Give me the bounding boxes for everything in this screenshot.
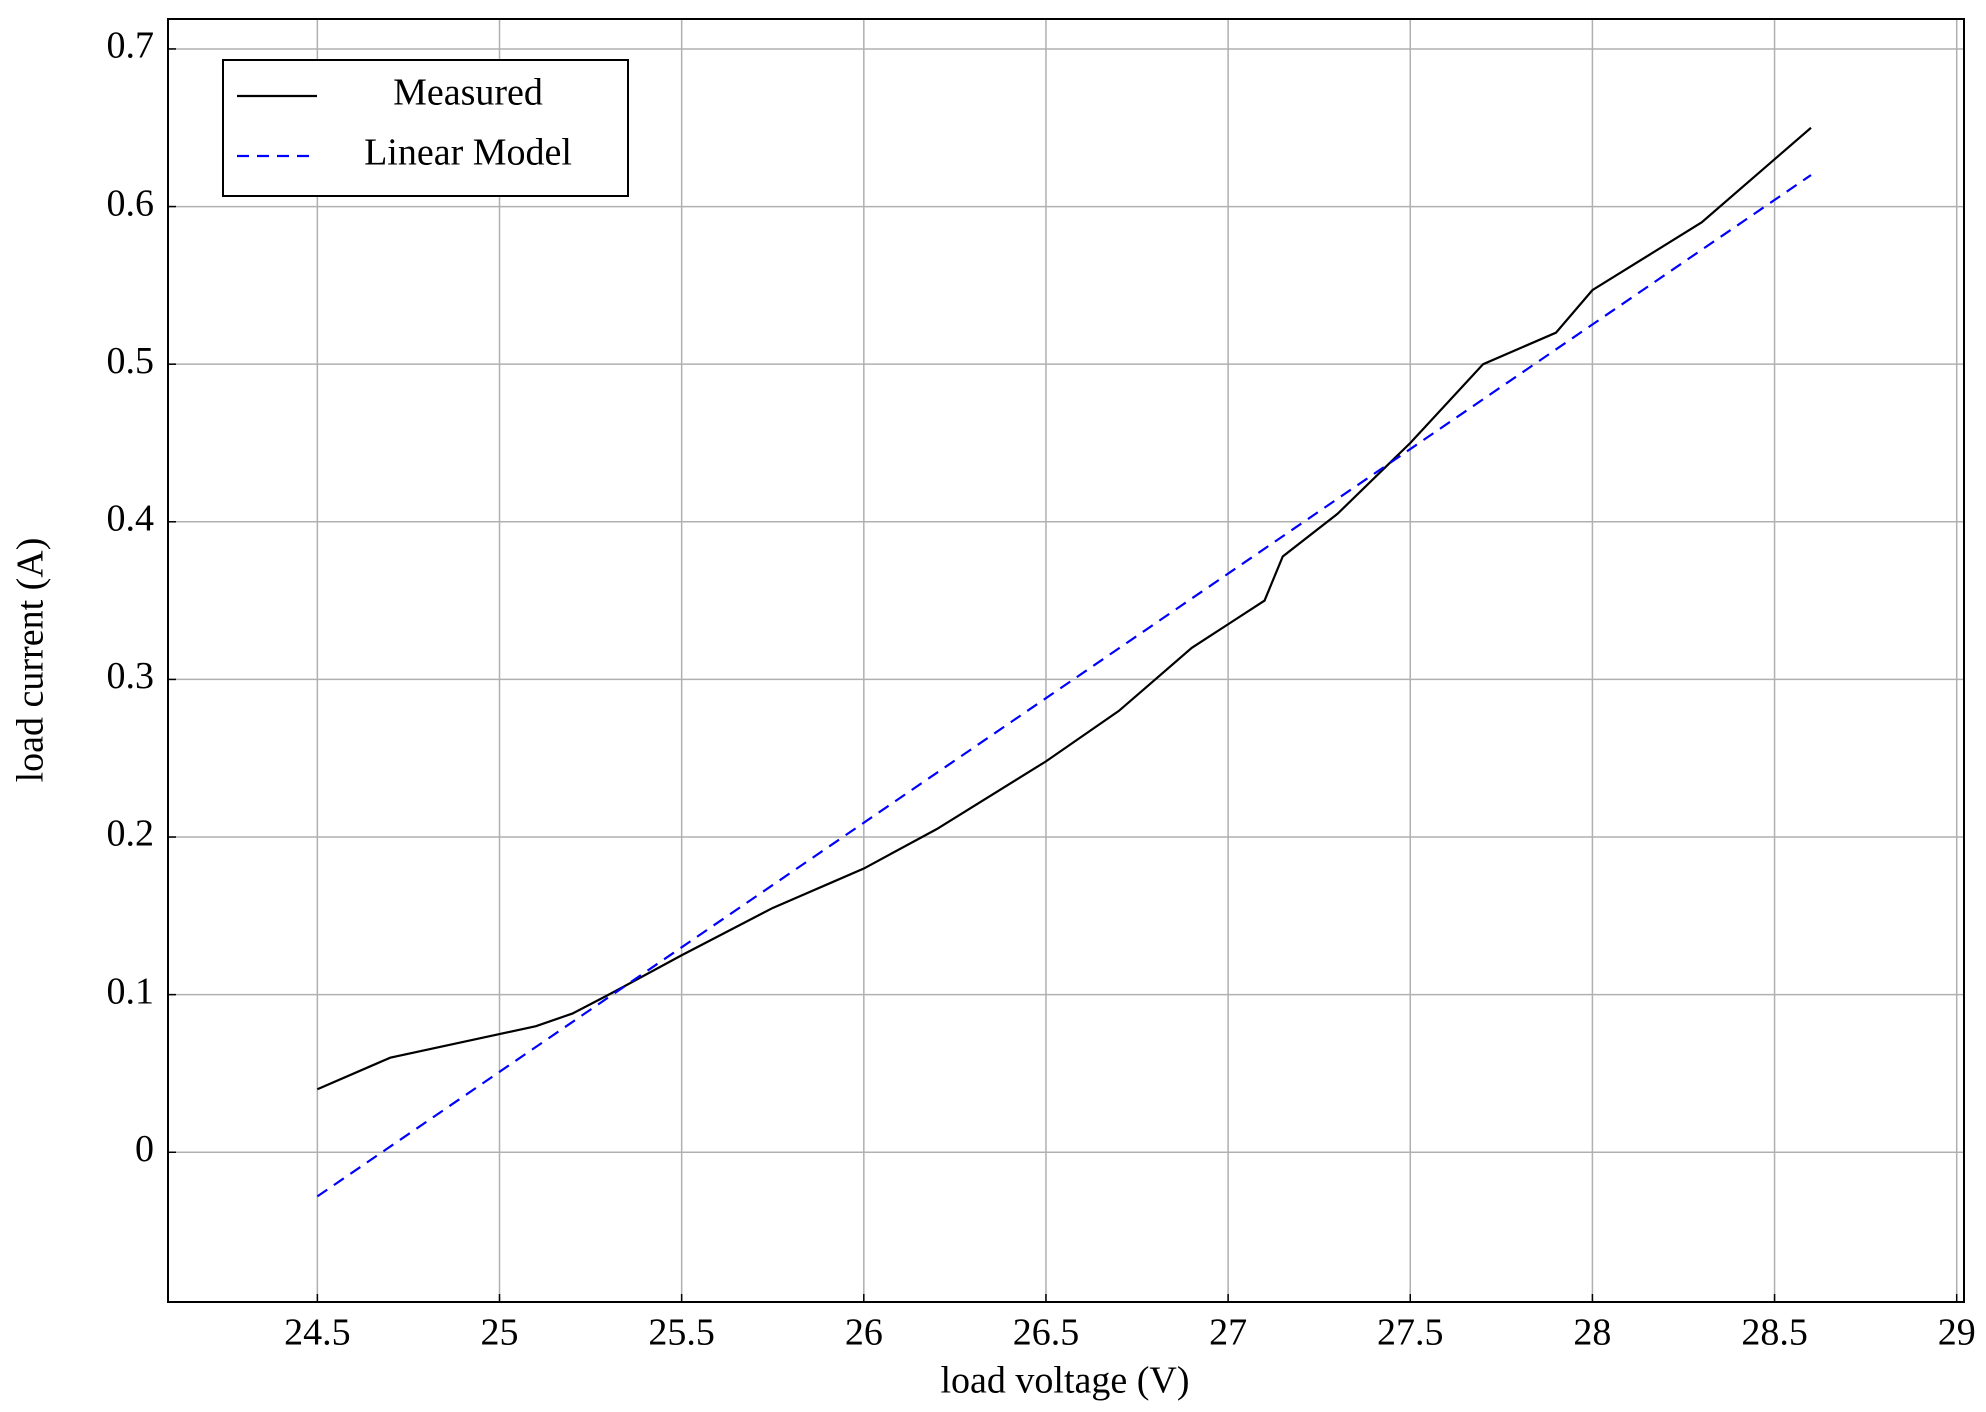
x-tick-label: 28 — [1573, 1312, 1611, 1354]
x-tick-label: 26 — [845, 1312, 883, 1354]
y-tick-label: 0.3 — [107, 655, 155, 697]
x-tick-label: 28.5 — [1741, 1312, 1808, 1354]
legend-box — [222, 59, 629, 197]
y-tick-label: 0.4 — [107, 498, 155, 540]
x-axis-label: load voltage (V) — [940, 1360, 1189, 1402]
legend: Measured Linear Model — [222, 59, 629, 197]
y-tick-label: 0.2 — [107, 813, 155, 855]
y-tick-label: 0.5 — [107, 340, 155, 382]
y-tick-label: 0.7 — [107, 25, 155, 67]
plot-frame — [167, 18, 1965, 1303]
y-axis-label: load current (A) — [10, 538, 52, 783]
x-tick-label: 29 — [1938, 1312, 1976, 1354]
y-tick-label: 0.6 — [107, 182, 155, 224]
legend-label: Measured — [393, 72, 543, 114]
x-tick-label: 24.5 — [284, 1312, 351, 1354]
x-tick-label: 27.5 — [1377, 1312, 1444, 1354]
x-tick-label: 25.5 — [648, 1312, 715, 1354]
x-tick-label: 25 — [481, 1312, 519, 1354]
x-tick-label: 27 — [1209, 1312, 1247, 1354]
legend-label: Linear Model — [364, 132, 572, 174]
y-tick-label: 0.1 — [107, 970, 155, 1012]
data-line — [316, 126, 1812, 1091]
y-tick-label: 0 — [135, 1128, 154, 1170]
data-line — [316, 174, 1812, 1198]
x-tick-label: 26.5 — [1013, 1312, 1080, 1354]
